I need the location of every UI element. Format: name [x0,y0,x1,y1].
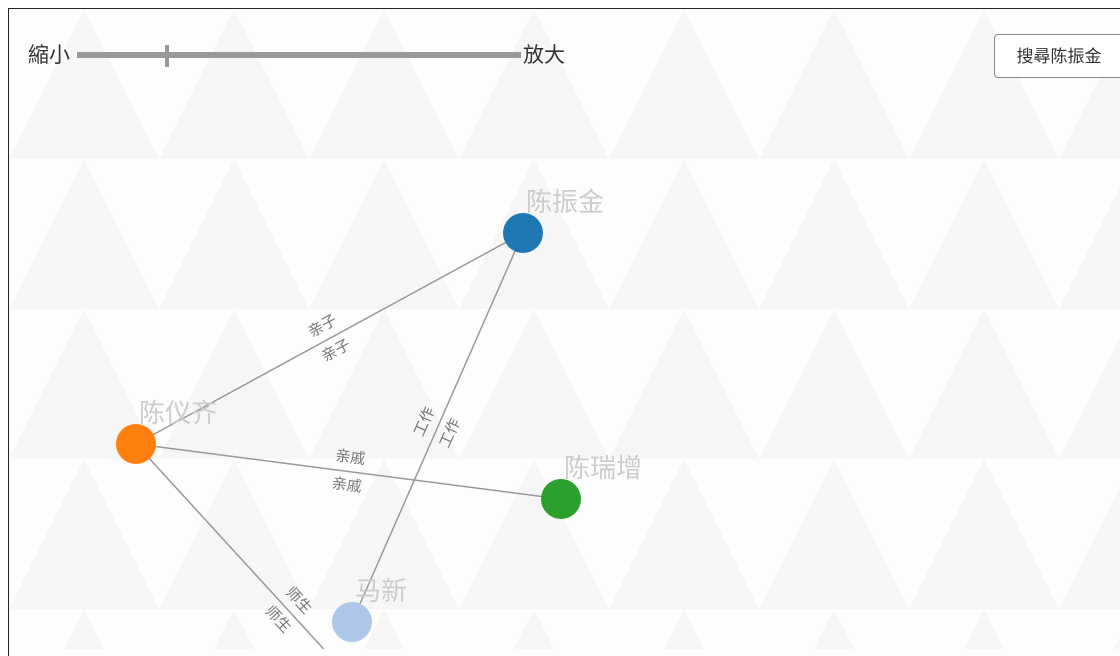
node[interactable] [541,479,581,519]
graph-view: 亲子 亲子 工作 工作 亲戚 亲戚 师生 师生 陈振金 陈仪齐 陈瑞增 马新 縮小 放大 搜尋陈振金 [8,8,1120,656]
edge [135,443,325,649]
node[interactable] [332,602,372,642]
node[interactable] [116,424,156,464]
node-label: 陈振金 [526,188,604,218]
node-label: 陈仪齐 [139,399,217,429]
zoom-in-label[interactable]: 放大 [523,43,565,67]
search-button[interactable]: 搜尋陈振金 [994,34,1120,78]
node-label: 马新 [355,577,407,607]
edge [135,232,524,445]
zoom-out-label[interactable]: 縮小 [28,43,70,67]
edge-label: 亲戚 [334,446,366,468]
edge [135,443,562,500]
node[interactable] [503,213,543,253]
edge [351,232,524,623]
edge-label: 亲戚 [331,474,363,496]
node-label: 陈瑞增 [564,454,642,484]
background [9,9,1120,649]
